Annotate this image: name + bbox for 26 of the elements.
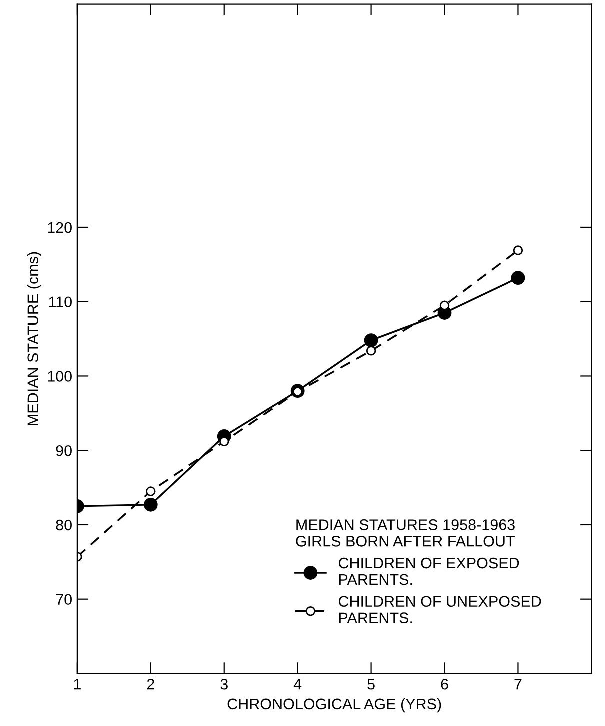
- x-tick-label: 7: [514, 679, 522, 690]
- point: [364, 334, 378, 348]
- y-tick-label: 80: [56, 520, 72, 531]
- point: [513, 246, 524, 256]
- x-axis-title: CHRONOLOGICAL AGE (YRS): [228, 698, 442, 713]
- point: [511, 271, 526, 285]
- y-tick-label: 90: [56, 445, 72, 456]
- point: [220, 436, 230, 447]
- y-tick-label: 120: [48, 222, 72, 234]
- y-axis-title: MEDIAN STATURE (cms): [27, 252, 42, 426]
- point: [440, 300, 450, 310]
- point: [144, 498, 158, 512]
- x-tick-label: 5: [368, 679, 375, 690]
- y-tick-label: 70: [56, 594, 72, 606]
- legend-title: MEDIAN STATURES 1958-1963 GIRLS BORN AFTER FALLOUT: [296, 520, 515, 547]
- legend-label: CHILDREN OF EXPOSED PARENTS.: [338, 558, 520, 586]
- x-tick-label: 6: [441, 678, 448, 690]
- y-tick-label: 110: [49, 296, 72, 308]
- x-tick-label: 1: [74, 679, 81, 690]
- y-tick-label: 100: [48, 371, 72, 382]
- legend-label: CHILDREN OF UNEXPOSED PARENTS.: [338, 596, 542, 624]
- point: [146, 486, 156, 496]
- x-tick-label: 4: [294, 679, 302, 690]
- x-tick-label: 3: [220, 678, 228, 690]
- x-tick-label: 2: [147, 678, 154, 690]
- point: [366, 346, 376, 356]
